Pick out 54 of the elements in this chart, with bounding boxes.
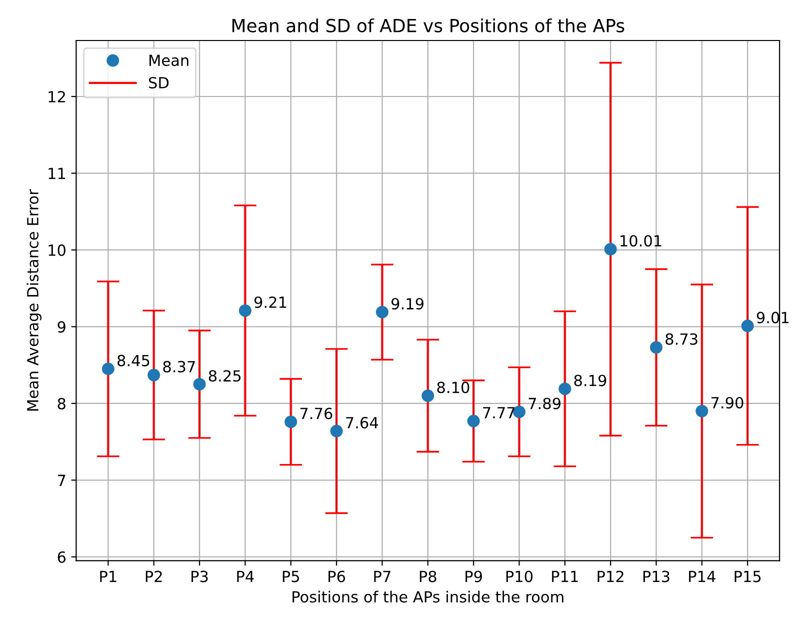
point <box>696 404 708 418</box>
data-label: 7.64 <box>346 416 378 428</box>
point <box>330 424 343 438</box>
point <box>376 306 388 318</box>
point <box>193 378 206 390</box>
point <box>467 414 480 428</box>
x-tick-label: P5 <box>282 570 299 582</box>
x-tick-label: P11 <box>552 570 578 582</box>
data-label: 8.37 <box>163 360 195 372</box>
y-tick-label: 10 <box>48 244 66 256</box>
x-tick-label: P9 <box>466 570 482 582</box>
x-tick-label: P12 <box>598 570 624 582</box>
data-label: 8.73 <box>666 333 698 345</box>
x-tick-label: P8 <box>420 570 436 582</box>
y-tick-label: 8 <box>58 398 66 410</box>
point <box>102 362 114 376</box>
x-tick-label: P10 <box>506 570 533 582</box>
data-label: 9.19 <box>391 298 424 310</box>
y-tick-label: 7 <box>58 474 66 486</box>
point <box>148 368 160 382</box>
y-tick-label: 9 <box>58 321 66 333</box>
data-label: 9.21 <box>254 296 286 308</box>
x-tick-label: P4 <box>237 570 254 582</box>
point <box>650 341 662 354</box>
y-tick-label: 12 <box>48 90 65 102</box>
y-axis-title: Mean Average Distance Error <box>26 189 42 411</box>
legend-label: Mean <box>149 54 188 66</box>
chart-title: Mean and SD of ADE vs Positions of the APs <box>232 18 624 32</box>
x-tick-label: P7 <box>374 570 390 582</box>
x-tick-label: P6 <box>328 570 346 582</box>
x-tick-label: P1 <box>100 570 116 582</box>
point <box>604 242 617 256</box>
y-tick-label: 6 <box>58 551 66 563</box>
data-label: 8.45 <box>118 354 150 366</box>
x-tick-label: P14 <box>689 570 716 582</box>
data-label: 8.19 <box>574 374 606 386</box>
x-axis-title: Positions of the APs inside the room <box>292 590 564 603</box>
x-tick-label: P15 <box>734 570 761 582</box>
data-label: 7.90 <box>711 396 744 409</box>
data-label: 10.01 <box>620 235 662 247</box>
point <box>238 304 252 317</box>
data-label: 8.10 <box>437 382 470 394</box>
point <box>284 416 298 428</box>
point <box>741 320 754 332</box>
y-tick-label: 11 <box>48 168 66 180</box>
data-label: 7.76 <box>300 408 332 420</box>
data-label: 8.25 <box>208 370 241 382</box>
x-tick-label: P3 <box>192 570 208 582</box>
x-tick-label: P2 <box>146 570 162 582</box>
annotation: SD <box>149 76 169 88</box>
data-label: 7.89 <box>528 398 560 410</box>
point <box>558 382 572 396</box>
x-tick-label: P13 <box>643 570 670 582</box>
point <box>422 389 434 402</box>
